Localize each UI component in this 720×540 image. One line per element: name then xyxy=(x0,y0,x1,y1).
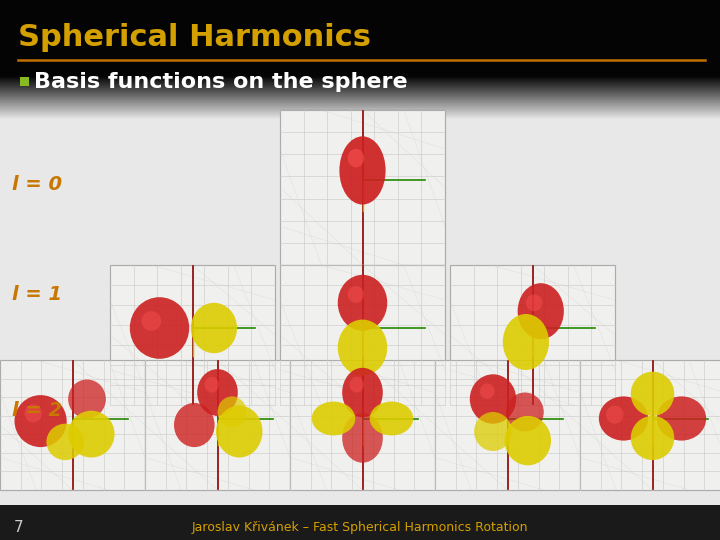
Bar xyxy=(450,265,615,405)
Ellipse shape xyxy=(68,380,106,419)
Ellipse shape xyxy=(657,396,706,441)
Text: l = 2: l = 2 xyxy=(12,401,62,420)
Ellipse shape xyxy=(24,404,42,422)
Ellipse shape xyxy=(506,393,544,431)
Ellipse shape xyxy=(204,377,219,393)
Ellipse shape xyxy=(338,275,387,331)
Ellipse shape xyxy=(606,406,624,424)
Ellipse shape xyxy=(312,402,355,435)
Bar xyxy=(435,360,580,490)
Ellipse shape xyxy=(349,377,364,393)
Ellipse shape xyxy=(191,303,237,353)
Ellipse shape xyxy=(348,286,364,303)
Ellipse shape xyxy=(370,402,413,435)
Ellipse shape xyxy=(130,297,189,359)
Bar xyxy=(0,505,720,540)
Ellipse shape xyxy=(197,369,238,416)
Ellipse shape xyxy=(217,396,246,428)
Ellipse shape xyxy=(474,412,512,451)
Text: Basis functions on the sphere: Basis functions on the sphere xyxy=(34,72,408,92)
Text: Spherical Harmonics: Spherical Harmonics xyxy=(18,24,371,52)
Bar xyxy=(280,110,445,265)
Ellipse shape xyxy=(14,395,67,447)
Ellipse shape xyxy=(342,368,383,417)
Ellipse shape xyxy=(216,406,263,457)
Ellipse shape xyxy=(141,311,161,331)
Bar xyxy=(280,265,445,405)
Bar xyxy=(110,265,275,405)
Ellipse shape xyxy=(480,383,495,399)
Text: 7: 7 xyxy=(14,519,24,535)
Text: l = 0: l = 0 xyxy=(12,176,62,194)
Ellipse shape xyxy=(599,396,648,441)
Ellipse shape xyxy=(339,136,386,205)
Ellipse shape xyxy=(348,148,364,167)
Ellipse shape xyxy=(503,314,549,370)
Ellipse shape xyxy=(342,413,383,463)
Ellipse shape xyxy=(338,320,387,376)
Bar xyxy=(290,360,435,490)
Ellipse shape xyxy=(505,416,551,465)
Ellipse shape xyxy=(174,403,215,447)
Bar xyxy=(0,360,145,490)
Ellipse shape xyxy=(631,372,674,416)
Text: Jaroslav Křivánek – Fast Spherical Harmonics Rotation: Jaroslav Křivánek – Fast Spherical Harmo… xyxy=(192,521,528,534)
Ellipse shape xyxy=(46,424,84,460)
Bar xyxy=(145,360,290,490)
Bar xyxy=(580,360,720,490)
Bar xyxy=(20,77,29,86)
Ellipse shape xyxy=(631,416,674,460)
Ellipse shape xyxy=(526,294,542,311)
Ellipse shape xyxy=(470,374,516,424)
Ellipse shape xyxy=(68,411,114,457)
Text: l = 1: l = 1 xyxy=(12,286,62,305)
Ellipse shape xyxy=(518,283,564,339)
